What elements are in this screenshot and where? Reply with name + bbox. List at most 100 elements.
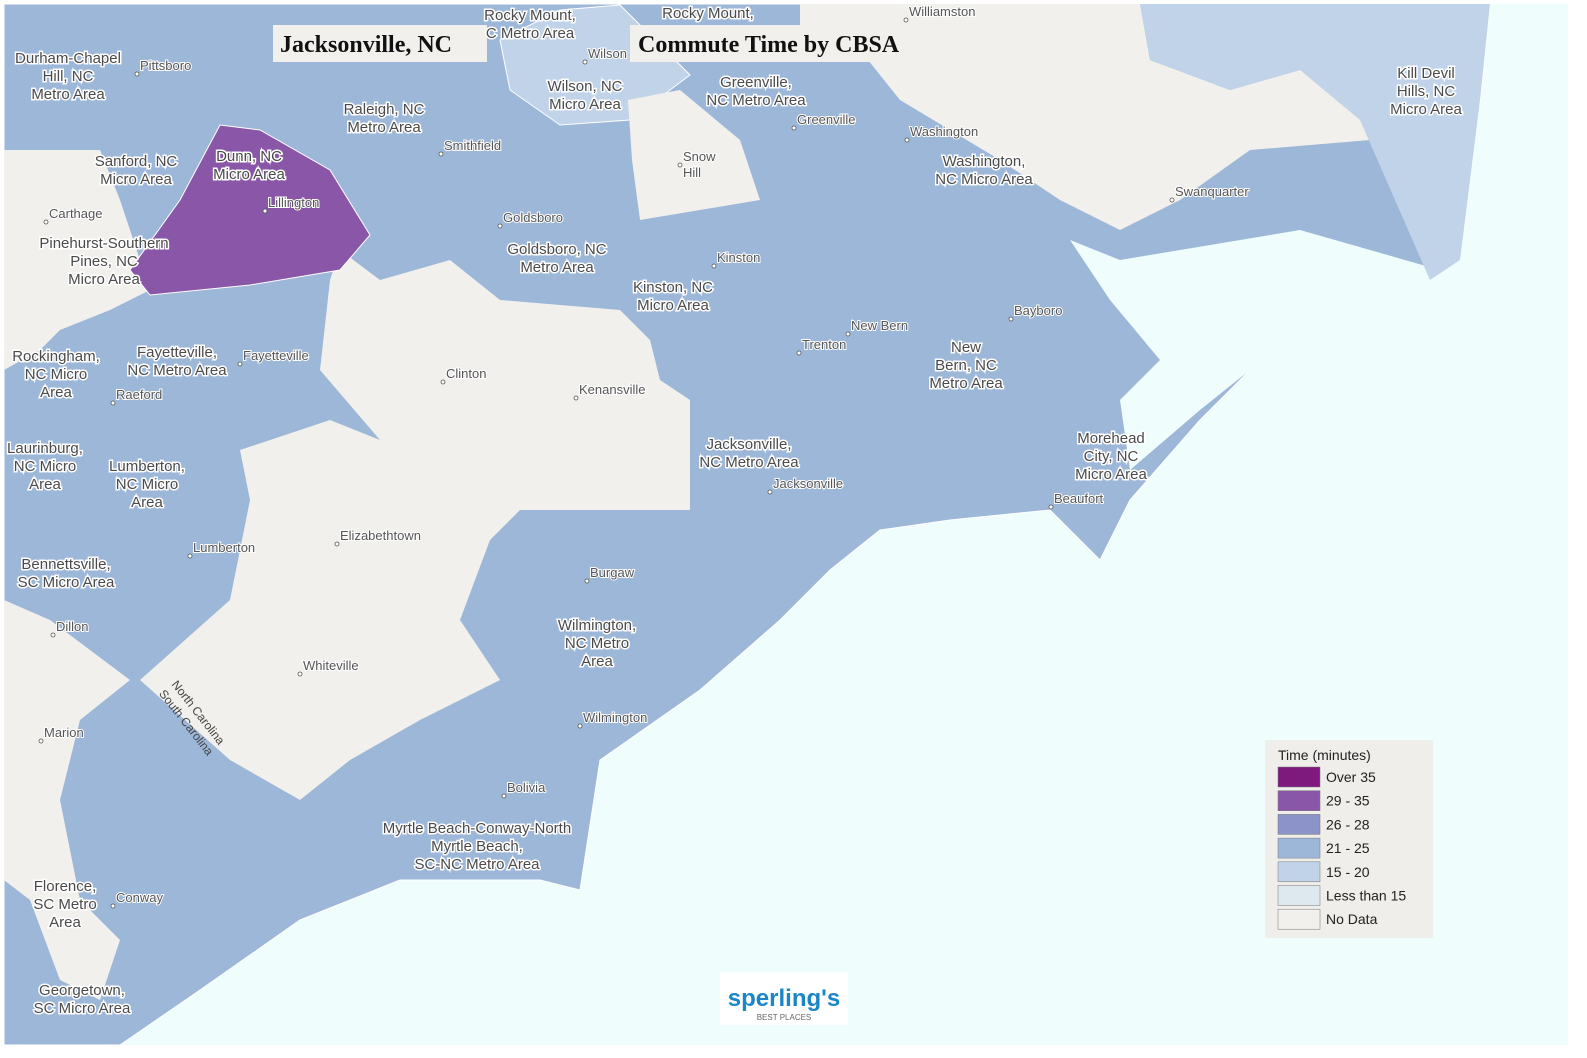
city-label: Kenansville <box>579 382 646 397</box>
city-label: Smithfield <box>444 138 501 153</box>
region-label: Kill Devil <box>1397 65 1455 82</box>
region-label: Area <box>40 384 72 401</box>
city-dot <box>796 350 802 356</box>
legend-swatch <box>1277 885 1321 906</box>
legend-label: 29 - 35 <box>1326 793 1370 809</box>
title-box <box>630 25 940 62</box>
city-dot <box>711 263 717 269</box>
logo-box <box>720 972 848 1025</box>
legend-label: Over 35 <box>1326 769 1376 785</box>
region-label: Micro Area <box>213 166 285 183</box>
region-label: C Metro Area <box>486 25 575 42</box>
city-label: Wilson <box>588 46 627 61</box>
region-label: Florence, <box>34 878 97 895</box>
region-label: Micro Area <box>100 171 172 188</box>
region-label: NC Metro Area <box>706 92 806 109</box>
city-dot <box>38 738 44 744</box>
region-label: Greenville, <box>720 74 792 91</box>
city-dot <box>903 17 909 23</box>
city-label: Conway <box>116 890 163 905</box>
city-dot <box>573 395 579 401</box>
region-label: Myrtle Beach, <box>431 838 523 855</box>
legend-label: 26 - 28 <box>1326 816 1370 832</box>
region-label: Hills, NC <box>1397 83 1455 100</box>
city-label: Carthage <box>49 206 102 221</box>
logo-tagline: BEST PLACES <box>757 1013 812 1022</box>
region-label: Micro Area <box>68 271 140 288</box>
city-label: Whiteville <box>303 658 359 673</box>
city-dot <box>237 361 243 367</box>
city-dot <box>577 723 583 729</box>
city-label: Kinston <box>717 250 760 265</box>
city-label: Goldsboro <box>503 210 563 225</box>
region-label: Durham-Chapel <box>15 50 121 67</box>
city-label: Bayboro <box>1014 303 1062 318</box>
city-label: Lillington <box>268 195 319 210</box>
region-label: Wilmington, <box>558 617 636 634</box>
no-data-area <box>140 250 690 800</box>
region-label: Metro Area <box>520 259 594 276</box>
city-label: Bolivia <box>507 780 546 795</box>
city-dot <box>497 223 503 229</box>
region-label: Sanford, NC <box>95 153 178 170</box>
region-label: NC Metro <box>565 635 629 652</box>
region-label: Lumberton, <box>109 458 185 475</box>
city-label: Beaufort <box>1054 491 1104 506</box>
city-label: Marion <box>44 725 84 740</box>
region-label: Micro Area <box>1075 466 1147 483</box>
region-label: NC Micro Area <box>935 171 1033 188</box>
region-label: Pinehurst-Southern <box>39 235 168 252</box>
city-dot <box>297 671 303 677</box>
city-dot <box>845 331 851 337</box>
city-dot <box>767 489 773 495</box>
city-dot <box>440 379 446 385</box>
city-dot <box>50 632 56 638</box>
region-label: Area <box>29 476 61 493</box>
city-label: Fayetteville <box>243 348 309 363</box>
city-label: Snow <box>683 149 716 164</box>
city-dot <box>110 903 116 909</box>
region-label: Myrtle Beach-Conway-North <box>383 820 571 837</box>
city-dot <box>110 400 116 406</box>
region-label: Wilson, NC <box>547 78 622 95</box>
city-label: Burgaw <box>590 565 635 580</box>
region-label: SC Micro Area <box>34 1000 131 1017</box>
region-label: Metro Area <box>929 375 1003 392</box>
region-label: Area <box>581 653 613 670</box>
no-data-area <box>628 90 760 220</box>
region-label: Bern, NC <box>935 357 997 374</box>
region-label: NC Micro <box>116 476 179 493</box>
city-label: Hill <box>683 165 701 180</box>
legend-title: Time (minutes) <box>1278 747 1371 763</box>
city-label: Elizabethtown <box>340 528 421 543</box>
region-label: New <box>951 339 981 356</box>
region-label: NC Metro Area <box>699 454 799 471</box>
city-label: Clinton <box>446 366 486 381</box>
region-label: Bennettsville, <box>21 556 110 573</box>
city-label: Wilmington <box>583 710 647 725</box>
legend-swatch <box>1277 790 1321 811</box>
legend-label: 15 - 20 <box>1326 864 1370 880</box>
light-area <box>1140 4 1490 280</box>
city-dot <box>1169 197 1175 203</box>
city-label: Pittsboro <box>140 58 191 73</box>
city-label: Greenville <box>797 112 856 127</box>
region-label: Goldsboro, NC <box>507 241 606 258</box>
legend-label: Less than 15 <box>1326 888 1406 904</box>
region-label: Micro Area <box>549 96 621 113</box>
city-label: Dillon <box>56 619 89 634</box>
legend-swatch <box>1277 861 1321 883</box>
no-data-area <box>800 4 1380 230</box>
region-label: SC Micro Area <box>18 574 115 591</box>
city-dot <box>1048 504 1054 510</box>
region-label: Dunn, NC <box>216 148 282 165</box>
city-dot <box>43 219 49 225</box>
city-label: New Bern <box>851 318 908 333</box>
legend-swatch <box>1277 766 1321 788</box>
region-label: SC Metro <box>33 896 96 913</box>
legend-swatch <box>1277 837 1321 859</box>
region-label: Fayetteville, <box>137 344 217 361</box>
region-label: Georgetown, <box>39 982 125 999</box>
region-label: SC-NC Metro Area <box>414 856 540 873</box>
